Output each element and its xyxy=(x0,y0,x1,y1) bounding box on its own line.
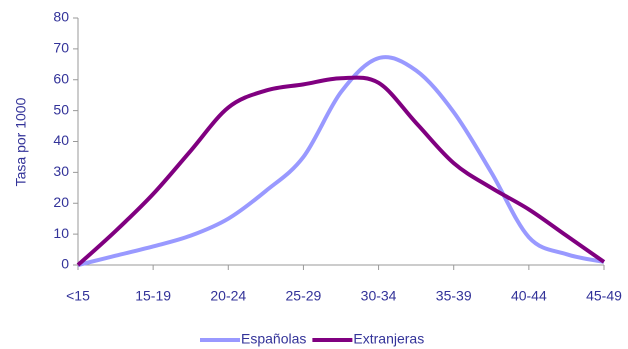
y-tick-label: 40 xyxy=(53,132,69,148)
y-axis-label: Tasa por 1000 xyxy=(13,97,29,186)
x-tick-label: 45-49 xyxy=(586,288,622,304)
y-tick-label: 50 xyxy=(53,101,69,117)
y-tick-label: 70 xyxy=(53,40,69,56)
x-tick-label: 25-29 xyxy=(286,288,322,304)
x-tick-label: 20-24 xyxy=(210,288,246,304)
series-line xyxy=(77,55,605,267)
y-tick-label: 60 xyxy=(53,70,69,86)
y-tick-label: 30 xyxy=(53,163,69,179)
x-tick-label: 40-44 xyxy=(511,288,547,304)
y-tick-label: 0 xyxy=(61,256,69,272)
y-tick-label: 80 xyxy=(53,9,69,25)
x-tick-label: 15-19 xyxy=(135,288,171,304)
x-tick-label: 30-34 xyxy=(361,288,397,304)
x-tick-label: 35-39 xyxy=(436,288,472,304)
legend-label: Españolas xyxy=(241,331,306,347)
y-tick-label: 20 xyxy=(53,194,69,210)
legend-label: Extranjeras xyxy=(353,331,424,347)
y-tick-label: 10 xyxy=(53,225,69,241)
x-tick-label: <15 xyxy=(66,288,90,304)
series-line xyxy=(76,75,606,267)
